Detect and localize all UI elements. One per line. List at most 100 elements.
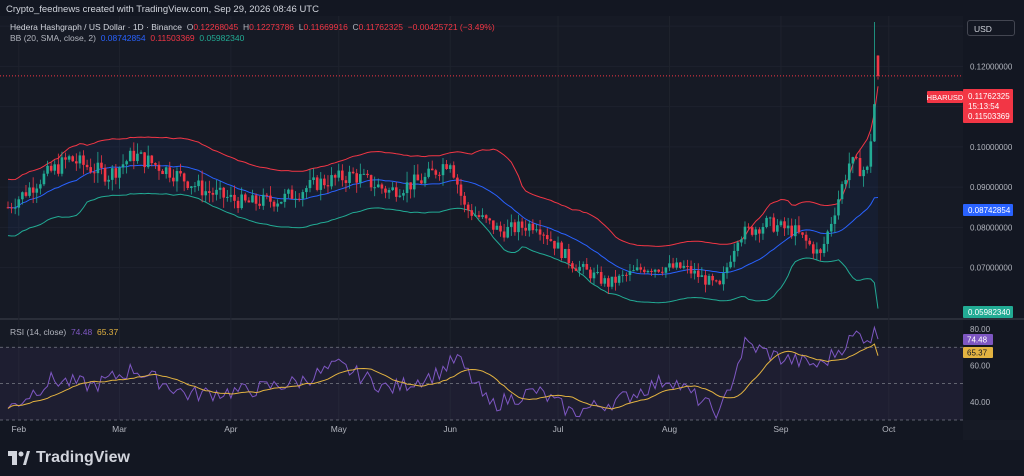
candle-body xyxy=(10,207,13,209)
candle-body xyxy=(376,184,380,188)
bb-upper-line xyxy=(7,86,879,247)
candle-body xyxy=(398,195,402,197)
candle-body xyxy=(405,182,409,194)
candle-body xyxy=(35,188,39,193)
time-axis[interactable] xyxy=(0,420,963,440)
candle-body xyxy=(276,203,279,207)
rsi-pane xyxy=(0,320,963,420)
candle-body xyxy=(862,169,865,177)
price-tag-countdown: 15:13:54 xyxy=(968,102,1000,111)
currency-button[interactable]: USD xyxy=(967,20,1015,36)
candle-body xyxy=(855,157,858,159)
candle-body xyxy=(811,244,815,254)
top-bar: Crypto_feednews created with TradingView… xyxy=(0,0,1024,18)
candle-body xyxy=(822,243,826,254)
candle-body xyxy=(200,180,204,196)
candle-body xyxy=(218,187,222,190)
candle-body xyxy=(696,270,700,277)
chart-legend: Hedera Hashgraph / US Dollar · 1D · Bina… xyxy=(10,22,495,44)
candle-body xyxy=(254,195,258,204)
date-ticks: Feb Mar Apr May Jun Jul Aug Sep Oct xyxy=(11,424,896,434)
candle-body xyxy=(279,201,283,204)
candle-body xyxy=(840,184,844,200)
candle-body xyxy=(700,275,704,277)
candle-body xyxy=(474,215,477,217)
candle-body xyxy=(826,231,829,244)
symbol-title: Hedera Hashgraph / US Dollar · 1D · Bina… xyxy=(10,22,182,32)
candle-body xyxy=(301,192,305,199)
candle-body xyxy=(172,177,175,182)
candle-body xyxy=(308,180,312,189)
candle-body xyxy=(261,194,265,206)
candle-body xyxy=(258,203,261,206)
rsi-value-tag: 74.48 xyxy=(963,334,993,345)
candle-body xyxy=(150,155,154,164)
date-tick-label: Jul xyxy=(553,424,564,434)
candle-body xyxy=(337,170,341,178)
date-tick-label: Apr xyxy=(224,424,237,434)
rsi-label: RSI (14, close) xyxy=(10,327,67,337)
tradingview-logo[interactable]: TradingView xyxy=(8,449,130,467)
candle-body xyxy=(794,225,797,237)
candle-body xyxy=(387,190,391,193)
candle-body xyxy=(175,171,179,182)
candle-body xyxy=(179,171,182,174)
candle-body xyxy=(409,182,412,190)
candle-body xyxy=(452,165,456,178)
rsi-tick-label: 80.00 xyxy=(970,325,991,334)
candle-body xyxy=(448,165,452,169)
candle-body xyxy=(614,276,617,283)
candle-body xyxy=(197,180,200,187)
candle-body xyxy=(78,155,82,164)
candle-body xyxy=(711,275,714,281)
candle-body xyxy=(495,225,499,230)
candle-body xyxy=(815,249,819,254)
candle-body xyxy=(297,198,301,200)
candle-body xyxy=(736,242,740,251)
candle-body xyxy=(13,207,17,209)
candle-body xyxy=(24,192,28,196)
candle-body xyxy=(240,194,243,209)
candle-body xyxy=(330,175,333,187)
bb-lower-tag: 0.05982340 xyxy=(963,306,1013,318)
candle-body xyxy=(82,155,85,165)
candle-body xyxy=(107,179,110,182)
candle-body xyxy=(693,270,696,274)
candle-body xyxy=(157,164,161,171)
candle-body xyxy=(585,264,589,270)
rsi-ma-tag-label: 65.37 xyxy=(967,349,988,358)
candle-body xyxy=(646,270,650,273)
candle-body xyxy=(786,225,790,229)
price-axis[interactable] xyxy=(963,16,1024,420)
candle-body xyxy=(581,264,585,267)
candle-body xyxy=(689,266,693,274)
grid xyxy=(0,16,963,420)
candle-body xyxy=(527,223,531,231)
candle-body xyxy=(873,104,876,142)
candle-body xyxy=(761,226,765,234)
candle-body xyxy=(639,267,643,270)
candle-body xyxy=(628,271,632,275)
candle-body xyxy=(121,164,125,168)
candle-body xyxy=(348,171,351,183)
candle-body xyxy=(373,187,376,189)
candle-body xyxy=(643,269,646,273)
high-value: 0.12273786 xyxy=(249,22,295,32)
candle-body xyxy=(243,194,247,201)
candle-body xyxy=(729,261,732,268)
price-tick-label: 0.08000000 xyxy=(970,223,1013,232)
candle-body xyxy=(64,157,67,160)
close-value: 0.11762325 xyxy=(358,22,403,32)
candle-body xyxy=(481,215,484,217)
candle-body xyxy=(506,226,510,238)
candle-body xyxy=(434,170,438,175)
candle-body xyxy=(143,152,146,168)
price-chart-svg[interactable]: 0.130000000.120000000.110000000.10000000… xyxy=(0,0,1024,440)
bb-lower-line xyxy=(7,192,879,309)
close-label: C xyxy=(352,22,359,32)
candle-body xyxy=(75,161,78,164)
candle-body xyxy=(294,198,297,200)
candle-body xyxy=(412,174,416,190)
candle-body xyxy=(603,278,607,284)
candle-body xyxy=(46,165,49,174)
